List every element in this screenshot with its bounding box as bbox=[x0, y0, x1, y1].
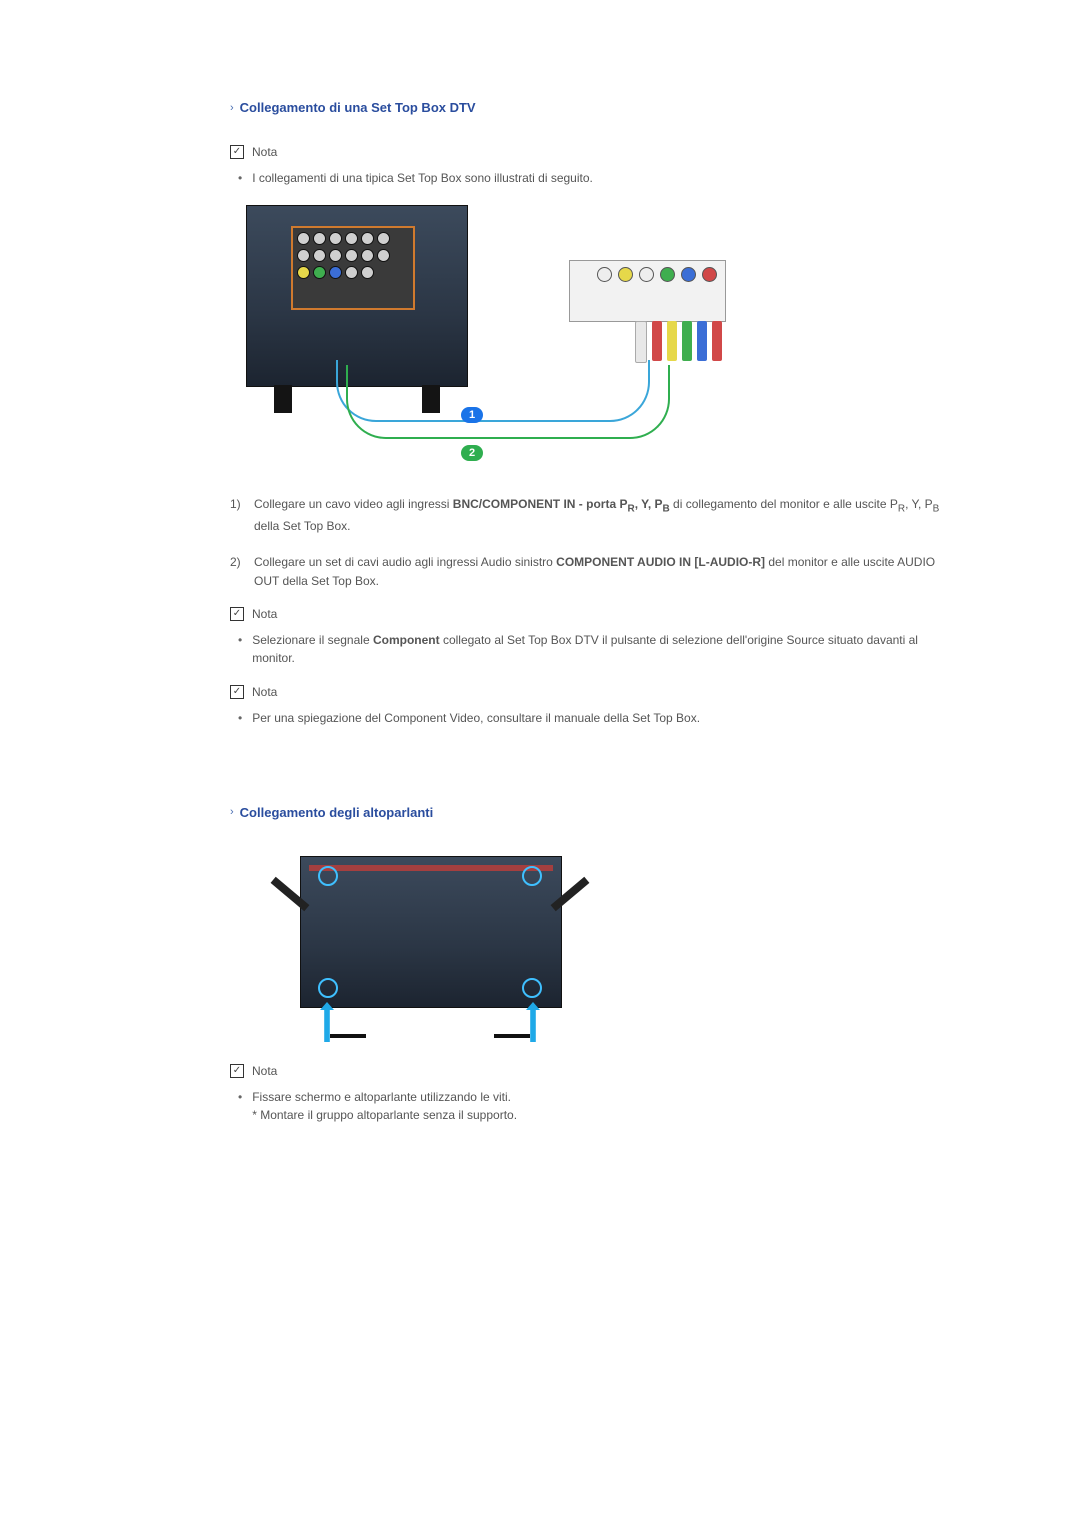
step-num-1: 1) bbox=[230, 495, 254, 514]
step-text-2: Collegare un set di cavi audio agli ingr… bbox=[254, 553, 950, 591]
bullet-text-2: Selezionare il segnale Component collega… bbox=[252, 631, 950, 667]
section1-title: Collegamento di una Set Top Box DTV bbox=[240, 100, 476, 115]
nota-row-1: ✓ Nota bbox=[230, 145, 950, 159]
bullet-icon: • bbox=[238, 1088, 242, 1106]
ordered-steps: 1) Collegare un cavo video agli ingressi… bbox=[230, 495, 950, 591]
bullet-icon: • bbox=[238, 169, 242, 187]
bullet-text-3: Per una spiegazione del Component Video,… bbox=[252, 709, 700, 727]
screw-ring-icon bbox=[318, 978, 338, 998]
bullet-block-2: • Selezionare il segnale Component colle… bbox=[238, 631, 950, 667]
nota-label-2: Nota bbox=[252, 607, 277, 621]
list-item: • I collegamenti di una tipica Set Top B… bbox=[238, 169, 950, 187]
step-2: 2) Collegare un set di cavi audio agli i… bbox=[230, 553, 950, 591]
bullet-icon: • bbox=[238, 631, 242, 649]
checkbox-icon: ✓ bbox=[230, 1064, 244, 1078]
checkbox-icon: ✓ bbox=[230, 685, 244, 699]
section2-header: › Collegamento degli altoparlanti bbox=[230, 805, 950, 820]
list-item: • Fissare schermo e altoparlante utilizz… bbox=[238, 1088, 950, 1124]
step-1: 1) Collegare un cavo video agli ingressi… bbox=[230, 495, 950, 537]
bullet-text-1: I collegamenti di una tipica Set Top Box… bbox=[252, 169, 593, 187]
checkbox-icon: ✓ bbox=[230, 145, 244, 159]
cable-plugs bbox=[635, 321, 722, 363]
list-item: • Per una spiegazione del Component Vide… bbox=[238, 709, 950, 727]
page-content: › Collegamento di una Set Top Box DTV ✓ … bbox=[0, 0, 1080, 1242]
nota-row-2: ✓ Nota bbox=[230, 607, 950, 621]
screw-ring-icon bbox=[522, 866, 542, 886]
bullet-icon: • bbox=[238, 709, 242, 727]
nota-label-4: Nota bbox=[252, 1064, 277, 1078]
section1-header: › Collegamento di una Set Top Box DTV bbox=[230, 100, 950, 115]
nota-row-3: ✓ Nota bbox=[230, 685, 950, 699]
screw-ring-icon bbox=[318, 866, 338, 886]
badge-1: 1 bbox=[461, 407, 483, 423]
section2-title: Collegamento degli altoparlanti bbox=[240, 805, 434, 820]
bullet-block-1: • I collegamenti di una tipica Set Top B… bbox=[238, 169, 950, 187]
step-text-1: Collegare un cavo video agli ingressi BN… bbox=[254, 495, 950, 537]
nota-row-4: ✓ Nota bbox=[230, 1064, 950, 1078]
chevron-icon: › bbox=[230, 806, 234, 818]
monitor-port-panel bbox=[291, 226, 415, 310]
badge-2: 2 bbox=[461, 445, 483, 461]
screw-ring-icon bbox=[522, 978, 542, 998]
section2-bullet: Fissare schermo e altoparlante utilizzan… bbox=[252, 1088, 517, 1124]
step-num-2: 2) bbox=[230, 553, 254, 572]
chevron-icon: › bbox=[230, 102, 234, 114]
bullet-block-3: • Per una spiegazione del Component Vide… bbox=[238, 709, 950, 727]
checkbox-icon: ✓ bbox=[230, 607, 244, 621]
list-item: • Selezionare il segnale Component colle… bbox=[238, 631, 950, 667]
diagram-speaker-mount bbox=[280, 850, 580, 1050]
nota-label-1: Nota bbox=[252, 145, 277, 159]
bullet-block-4: • Fissare schermo e altoparlante utilizz… bbox=[238, 1088, 950, 1124]
diagram-stb-connection: 1 2 bbox=[246, 205, 726, 475]
set-top-box bbox=[569, 260, 726, 322]
cable-audio bbox=[346, 365, 670, 439]
nota-label-3: Nota bbox=[252, 685, 277, 699]
